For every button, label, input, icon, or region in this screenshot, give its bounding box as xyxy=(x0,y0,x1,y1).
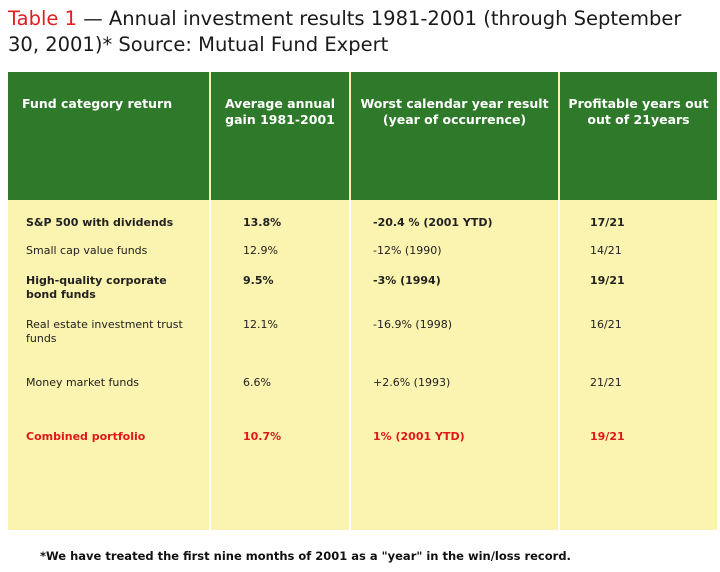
table-header-row: Fund category return Average annual gain… xyxy=(8,72,717,200)
worst-year-cell: -3% (1994) xyxy=(350,274,560,318)
profitable-years-cell: 17/21 xyxy=(590,216,625,229)
profitable-years-cell: 21/21 xyxy=(590,376,622,389)
table-title-text: — Annual investment results 1981-2001 (t… xyxy=(8,7,682,56)
profitable-years-cell: 16/21 xyxy=(590,318,622,331)
fund-category-cell: Combined portfolio xyxy=(8,430,211,530)
header-profitable-years: Profitable years out out of 21years xyxy=(559,72,717,200)
profitable-years-cell: 14/21 xyxy=(590,244,622,257)
table-row: Real estate investment trust funds 12.1%… xyxy=(8,318,717,376)
worst-year-cell: -12% (1990) xyxy=(350,244,560,274)
fund-category-cell: S&P 500 with dividends xyxy=(8,200,211,244)
average-gain-cell: 12.9% xyxy=(210,244,351,274)
average-gain-cell: 6.6% xyxy=(210,376,351,430)
average-gain-cell: 10.7% xyxy=(210,430,351,530)
table-row: Money market funds 6.6% +2.6% (1993) 21/… xyxy=(8,376,717,430)
worst-year-cell: +2.6% (1993) xyxy=(350,376,560,430)
average-gain-cell: 13.8% xyxy=(210,200,351,244)
fund-category-cell: Real estate investment trust funds xyxy=(8,318,211,376)
profitable-years-cell: 19/21 xyxy=(590,430,625,443)
results-table-container: Fund category return Average annual gain… xyxy=(8,72,717,530)
table-row-combined: Combined portfolio 10.7% 1% (2001 YTD) 1… xyxy=(8,430,717,530)
results-table: Fund category return Average annual gain… xyxy=(8,72,717,530)
table-number-label: Table 1 xyxy=(8,7,78,30)
table-row: High-quality corporate bond funds 9.5% -… xyxy=(8,274,717,318)
worst-year-cell: -16.9% (1998) xyxy=(350,318,560,376)
header-average-gain: Average annual gain 1981-2001 xyxy=(210,72,351,200)
average-gain-cell: 9.5% xyxy=(210,274,351,318)
header-worst-year: Worst calendar year result (year of occu… xyxy=(350,72,560,200)
header-fund-category: Fund category return xyxy=(8,72,211,200)
footnote: *We have treated the first nine months o… xyxy=(40,549,571,563)
average-gain-cell: 12.1% xyxy=(210,318,351,376)
fund-category-cell: Money market funds xyxy=(8,376,211,430)
table-title: Table 1 — Annual investment results 1981… xyxy=(8,6,714,58)
worst-year-cell: 1% (2001 YTD) xyxy=(350,430,560,530)
worst-year-cell: -20.4 % (2001 YTD) xyxy=(350,200,560,244)
profitable-years-cell: 19/21 xyxy=(590,274,625,287)
fund-category-cell: High-quality corporate bond funds xyxy=(8,274,211,318)
table-row: Small cap value funds 12.9% -12% (1990) … xyxy=(8,244,717,274)
fund-category-cell: Small cap value funds xyxy=(8,244,211,274)
table-row: S&P 500 with dividends 13.8% -20.4 % (20… xyxy=(8,200,717,244)
